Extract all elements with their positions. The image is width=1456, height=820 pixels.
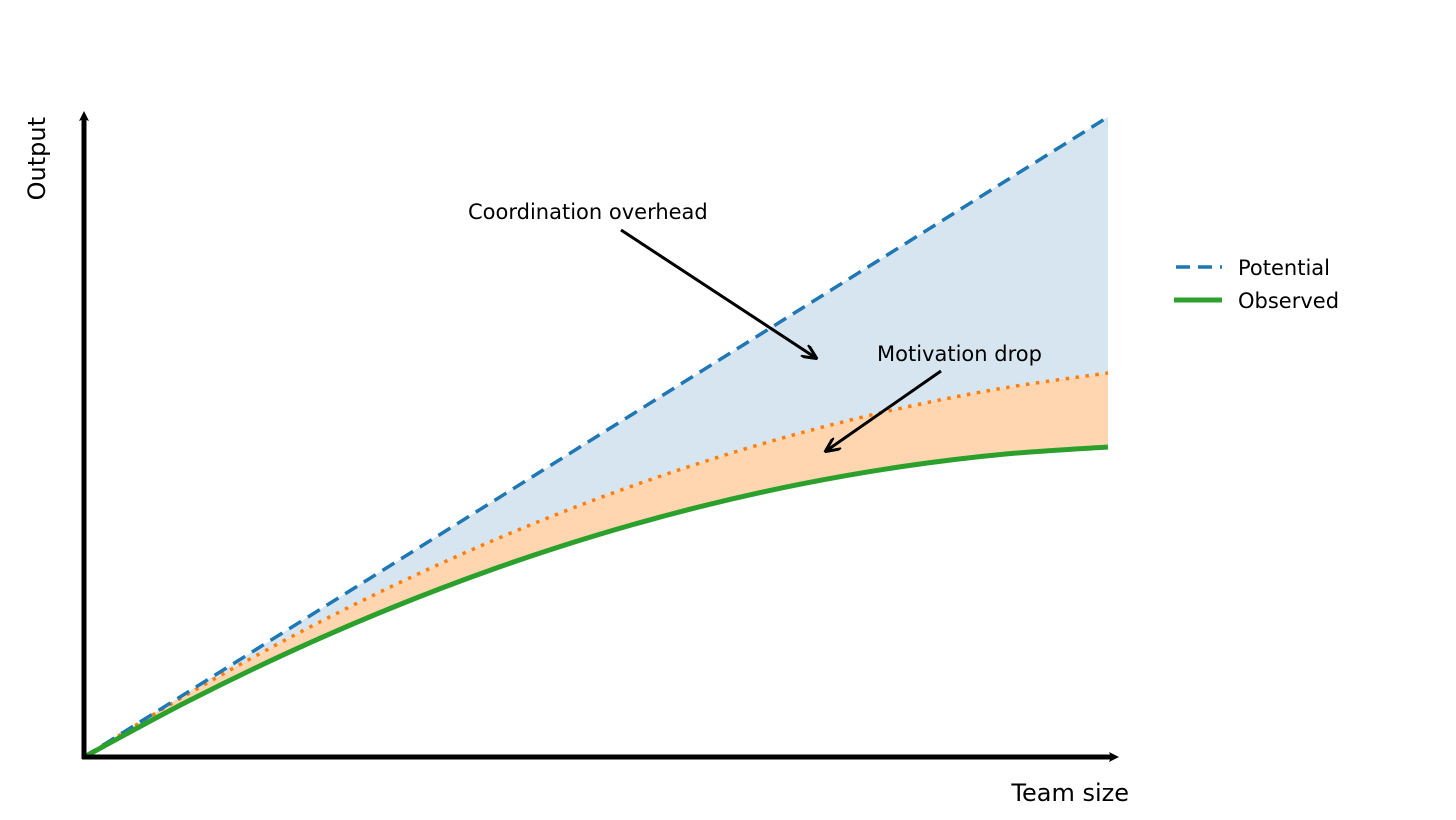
annotation-coordination-overhead: Coordination overhead xyxy=(468,200,708,224)
x-axis-label: Team size xyxy=(1010,779,1129,807)
y-axis-label: Output xyxy=(23,117,51,200)
plot-area xyxy=(82,115,1109,760)
annotation-motivation-drop: Motivation drop xyxy=(877,342,1042,366)
annotation-arrow-motivation xyxy=(826,369,942,451)
annotation-arrow-coordination xyxy=(620,228,816,358)
axes: Team size Output xyxy=(23,111,1129,807)
legend-label-potential: Potential xyxy=(1238,256,1330,280)
potential-dashed-line xyxy=(83,115,1109,759)
motivation-drop-fill xyxy=(84,373,1108,757)
legend: Potential Observed xyxy=(1174,256,1339,313)
intermediate-dotted-line xyxy=(83,371,1109,759)
observed-solid-line xyxy=(82,444,1109,760)
legend-label-observed: Observed xyxy=(1238,289,1339,313)
annotations: Coordination overhead Motivation drop xyxy=(468,200,1042,451)
